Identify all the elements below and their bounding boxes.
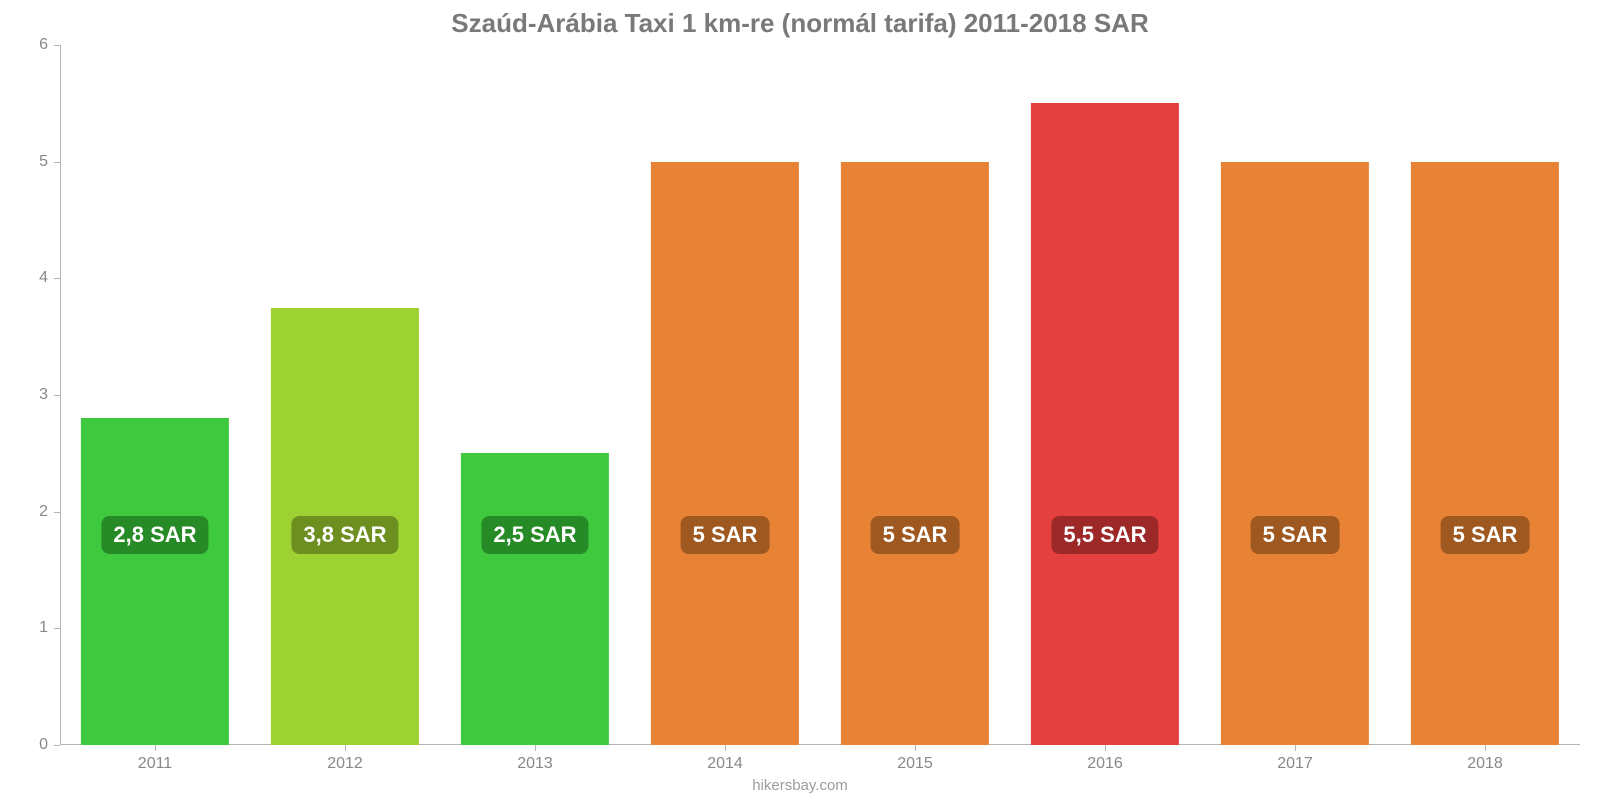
- bar: [1411, 162, 1559, 745]
- bar: [841, 162, 989, 745]
- x-tick-label: 2017: [1277, 755, 1313, 773]
- x-tick-mark: [1105, 745, 1106, 751]
- chart-footer: hikersbay.com: [0, 777, 1600, 794]
- bar-slot: 3,8 SAR2012: [250, 45, 440, 745]
- bars-container: 2,8 SAR20113,8 SAR20122,5 SAR20135 SAR20…: [60, 45, 1580, 745]
- bar: [81, 418, 229, 745]
- x-tick-mark: [915, 745, 916, 751]
- bar-slot: 5 SAR2014: [630, 45, 820, 745]
- value-badge: 2,5 SAR: [481, 516, 588, 554]
- chart-title: Szaúd-Arábia Taxi 1 km-re (normál tarifa…: [0, 8, 1600, 39]
- y-tick-label: 5: [39, 153, 48, 171]
- y-tick-label: 6: [39, 36, 48, 54]
- x-tick-mark: [155, 745, 156, 751]
- x-tick-mark: [345, 745, 346, 751]
- bar-slot: 5,5 SAR2016: [1010, 45, 1200, 745]
- y-tick-label: 1: [39, 619, 48, 637]
- x-tick-mark: [1485, 745, 1486, 751]
- x-tick-label: 2015: [897, 755, 933, 773]
- bar: [461, 453, 609, 745]
- bar-slot: 5 SAR2015: [820, 45, 1010, 745]
- y-tick-label: 3: [39, 386, 48, 404]
- bar: [651, 162, 799, 745]
- value-badge: 5 SAR: [1251, 516, 1340, 554]
- bar: [1221, 162, 1369, 745]
- bar-slot: 2,5 SAR2013: [440, 45, 630, 745]
- x-tick-label: 2012: [327, 755, 363, 773]
- x-tick-mark: [725, 745, 726, 751]
- value-badge: 5 SAR: [871, 516, 960, 554]
- bar: [1031, 103, 1179, 745]
- value-badge: 3,8 SAR: [291, 516, 398, 554]
- bar-slot: 5 SAR2018: [1390, 45, 1580, 745]
- bar-slot: 5 SAR2017: [1200, 45, 1390, 745]
- y-tick-mark: [54, 745, 60, 746]
- x-tick-label: 2016: [1087, 755, 1123, 773]
- y-tick-label: 2: [39, 503, 48, 521]
- x-tick-label: 2018: [1467, 755, 1503, 773]
- x-tick-label: 2014: [707, 755, 743, 773]
- plot-area: 0123456 2,8 SAR20113,8 SAR20122,5 SAR201…: [60, 45, 1580, 745]
- y-tick-label: 0: [39, 736, 48, 754]
- value-badge: 5,5 SAR: [1051, 516, 1158, 554]
- y-tick-label: 4: [39, 269, 48, 287]
- value-badge: 5 SAR: [681, 516, 770, 554]
- value-badge: 2,8 SAR: [101, 516, 208, 554]
- bar-slot: 2,8 SAR2011: [60, 45, 250, 745]
- x-tick-label: 2013: [517, 755, 553, 773]
- x-tick-label: 2011: [138, 755, 172, 773]
- value-badge: 5 SAR: [1441, 516, 1530, 554]
- x-tick-mark: [535, 745, 536, 751]
- x-tick-mark: [1295, 745, 1296, 751]
